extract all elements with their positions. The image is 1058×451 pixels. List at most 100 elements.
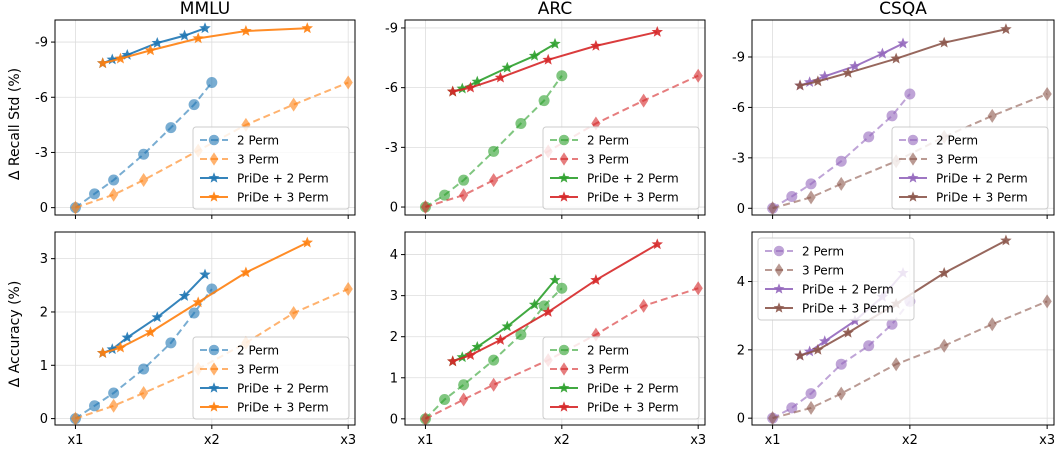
data-point bbox=[301, 22, 313, 34]
data-point bbox=[178, 29, 191, 41]
legend-frame bbox=[542, 336, 700, 420]
chart-title: CSQA bbox=[879, 0, 927, 19]
data-point bbox=[794, 349, 806, 361]
legend-marker bbox=[558, 401, 570, 412]
series-2-perm bbox=[69, 77, 218, 214]
data-point bbox=[590, 39, 602, 51]
data-point bbox=[1000, 234, 1012, 246]
data-point bbox=[939, 338, 949, 353]
y-tick-label: 3 bbox=[390, 289, 398, 304]
legend-label: 3 Perm bbox=[237, 363, 279, 377]
legend-marker bbox=[208, 172, 220, 183]
series-2-perm bbox=[767, 88, 916, 214]
legend-marker bbox=[908, 152, 918, 166]
legend-label: 3 Perm bbox=[237, 153, 279, 167]
y-tick-label: -6 bbox=[732, 101, 745, 116]
x-tick-label: x2 bbox=[902, 433, 918, 448]
legend-label: 3 Perm bbox=[587, 363, 629, 377]
y-tick-label: 2 bbox=[390, 330, 398, 345]
legend-marker bbox=[773, 245, 785, 257]
y-tick-label: 2 bbox=[737, 343, 745, 358]
legend-marker bbox=[773, 283, 785, 294]
data-point bbox=[556, 70, 568, 82]
legend-label: PriDe + 3 Perm bbox=[587, 401, 679, 415]
legend-label: 2 Perm bbox=[587, 344, 629, 358]
data-point bbox=[106, 53, 118, 65]
series-pride-3-perm bbox=[97, 236, 313, 358]
y-tick-label: 0 bbox=[40, 201, 48, 216]
data-point bbox=[842, 326, 854, 338]
axes-frame bbox=[751, 19, 1055, 216]
data-point bbox=[114, 52, 127, 64]
data-point bbox=[538, 95, 550, 107]
data-point bbox=[464, 81, 477, 93]
series-pride-3-perm bbox=[447, 25, 663, 97]
data-point bbox=[289, 97, 299, 112]
data-point bbox=[897, 37, 909, 49]
data-point bbox=[651, 238, 663, 250]
y-tick-label: 0 bbox=[390, 412, 398, 427]
data-point bbox=[501, 320, 513, 332]
subplot-5: x1 x2 x3 0 1 2 3 4 2 Perm 3 Perm PriDe + 2 Perm Pri… bbox=[390, 231, 706, 448]
series-line bbox=[102, 241, 308, 354]
legend-label: PriDe + 2 Perm bbox=[237, 382, 329, 396]
axes-frame bbox=[404, 231, 706, 426]
data-point bbox=[693, 68, 703, 83]
legend-marker bbox=[208, 344, 220, 356]
legend: 2 Perm 3 Perm PriDe + 2 Perm PriDe + 3 Perm bbox=[192, 126, 350, 210]
data-point bbox=[138, 363, 150, 375]
data-point bbox=[1042, 86, 1052, 101]
x-tick-label: x2 bbox=[554, 433, 570, 448]
series-pride-3-perm bbox=[447, 238, 663, 367]
series-line bbox=[424, 75, 563, 208]
legend-label: PriDe + 2 Perm bbox=[237, 172, 329, 186]
data-point bbox=[501, 61, 513, 73]
data-point bbox=[639, 93, 649, 108]
y-tick-label: -9 bbox=[385, 21, 398, 36]
legend-label: PriDe + 3 Perm bbox=[237, 401, 329, 415]
legend-marker bbox=[773, 302, 785, 313]
series-line bbox=[452, 243, 658, 363]
data-point bbox=[886, 318, 898, 330]
subplot-2: 0 -3 -6 -9 ARC 2 Perm 3 Perm PriDe + 2 Perm PriD… bbox=[385, 0, 706, 219]
y-tick-label: 0 bbox=[390, 201, 398, 216]
y-tick-label: 4 bbox=[390, 248, 398, 263]
data-point bbox=[178, 289, 191, 301]
data-point bbox=[151, 37, 163, 48]
data-point bbox=[165, 337, 177, 349]
legend-marker bbox=[559, 152, 569, 166]
data-point bbox=[447, 85, 459, 97]
data-point bbox=[938, 266, 950, 278]
y-tick-label: 1 bbox=[390, 371, 398, 386]
y-tick-label: -3 bbox=[35, 146, 48, 161]
data-point bbox=[488, 354, 500, 366]
legend-label: 3 Perm bbox=[587, 153, 629, 167]
data-point bbox=[651, 25, 663, 37]
legend: 2 Perm 3 Perm PriDe + 2 Perm PriDe + 3 Perm bbox=[891, 126, 1049, 210]
legend-marker bbox=[558, 172, 570, 183]
legend-frame bbox=[542, 126, 700, 210]
y-tick-label: -6 bbox=[35, 91, 48, 106]
data-point bbox=[121, 331, 133, 343]
legend-label: PriDe + 2 Perm bbox=[587, 382, 679, 396]
series-2-perm bbox=[419, 282, 568, 425]
data-point bbox=[301, 236, 313, 248]
legend-frame bbox=[891, 126, 1049, 210]
data-point bbox=[108, 174, 120, 186]
data-point bbox=[891, 357, 901, 372]
data-point bbox=[803, 345, 816, 357]
legend-marker bbox=[209, 152, 219, 166]
data-point bbox=[151, 311, 163, 323]
data-point bbox=[812, 75, 824, 87]
data-point bbox=[639, 298, 649, 313]
legend-marker bbox=[774, 263, 784, 277]
data-point bbox=[192, 296, 204, 308]
legend-label: 3 Perm bbox=[802, 264, 844, 278]
data-point bbox=[590, 274, 602, 285]
data-point bbox=[538, 300, 550, 312]
data-point bbox=[70, 411, 81, 426]
legend-marker bbox=[558, 344, 570, 356]
legend-marker bbox=[558, 134, 570, 146]
data-point bbox=[806, 400, 816, 415]
y-tick-label: -9 bbox=[35, 36, 48, 51]
